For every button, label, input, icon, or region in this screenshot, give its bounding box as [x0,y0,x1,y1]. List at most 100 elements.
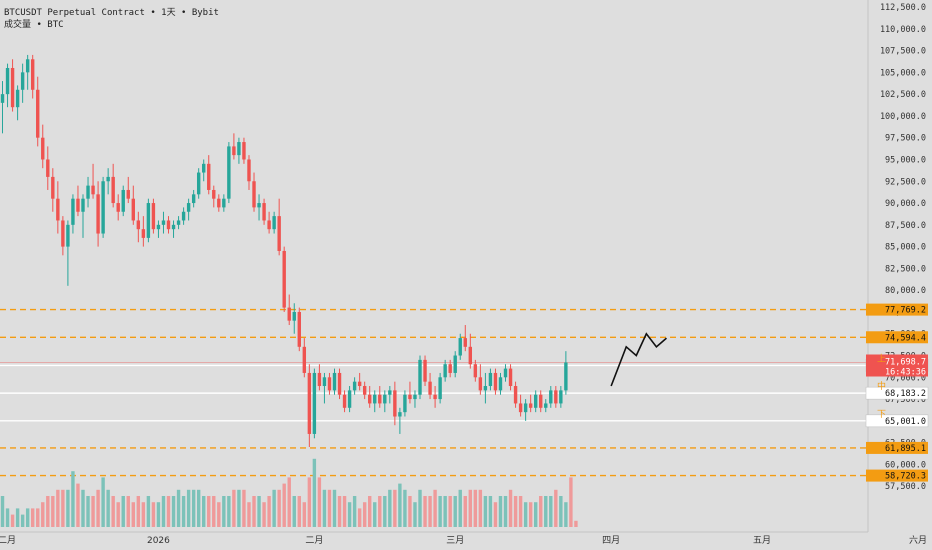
volume-bars [0,458,578,527]
volume-bar [196,489,201,527]
candle-body [51,176,55,199]
candle-body [151,203,156,230]
volume-bar [20,514,25,527]
price-level-label: 74,594.4 [885,333,926,343]
volume-legend: 成交量 • BTC [4,17,64,30]
volume-bar [554,489,558,527]
time-tick-label: 四月 [602,535,620,546]
candle-body [418,359,422,395]
volume-bar [317,477,322,527]
volume-bar [423,496,427,527]
price-level-label: 61,895.1 [885,444,926,454]
volume-bar [478,489,483,527]
candle-body [66,224,70,247]
price-level-badge [866,331,928,344]
candlesticks [0,54,568,448]
volume-bar [307,477,312,527]
candle-body [272,216,276,230]
volume-bar [357,508,362,527]
volume-bar [428,496,432,527]
candle-body [20,72,25,90]
candle-body [433,394,437,400]
volume-bar [559,496,563,527]
candle-body [493,372,498,391]
volume-bar [207,496,211,527]
time-tick-label: 十二月 [0,534,16,546]
candle-body [453,355,457,373]
separator: • [36,20,42,30]
volume-bar [443,496,447,527]
price-tick-label: 102,500.0 [880,90,926,100]
candle-body [549,390,553,404]
candle-body [116,203,120,212]
volume-bar [91,496,95,527]
price-tick-label: 87,500.0 [885,221,926,231]
volume-bar [161,496,166,527]
candle-body [539,394,543,408]
candle-body [357,381,362,387]
volume-bar [362,502,367,527]
candle-body [257,203,261,208]
price-level-badge [865,414,929,428]
candle-body [544,403,548,408]
price-tick-label: 60,000.0 [885,460,926,470]
volume-bar [202,496,206,527]
separator: • [181,8,187,18]
volume-bar [111,496,115,527]
projection-arrow [610,332,667,387]
time-tick-label: 三月 [446,535,464,546]
price-tick-label: 95,000.0 [885,155,926,165]
candle-body [71,198,75,225]
candle-body [393,390,397,417]
volume-bar [347,502,352,527]
price-tick-label: 107,500.0 [880,47,926,57]
volume-bar [267,496,271,527]
candle-body [242,142,246,160]
candle-body [202,163,206,173]
candle-body [161,220,166,225]
volume-bar [413,502,417,527]
candle-body [378,394,382,404]
candle-body [166,220,171,230]
candle-body [141,229,146,238]
candle-body [302,346,307,373]
candle-body [0,94,5,103]
candle-body [458,338,462,356]
volume-bar [212,496,216,527]
volume-bar [533,502,538,527]
volume-label: 成交量 [4,20,32,30]
candle-body [237,142,241,156]
candle-body [252,181,256,208]
candle-body [46,159,50,177]
volume-bar [488,496,493,527]
candle-body [10,67,15,108]
volume-bar [227,496,231,527]
candle-body [222,198,226,208]
volume-bar [81,489,85,527]
price-level-badge [866,441,928,454]
candle-body [136,220,141,230]
volume-bar [282,483,286,527]
time-tick-label: 二月 [305,535,323,546]
candle-body [267,220,271,230]
price-tick-label: 97,500.0 [885,134,926,144]
volume-unit: BTC [47,20,64,30]
candle-body [191,194,196,204]
volume-bar [252,496,256,527]
price-level-label: 58,720.3 [885,472,926,482]
candle-body [171,224,176,230]
volume-bar [66,489,70,527]
volume-bar [544,496,548,527]
volume-bar [373,502,377,527]
candle-body [533,394,538,408]
price-tick-label: 85,000.0 [885,243,926,253]
candle-body [287,307,291,321]
volume-bar [468,489,473,527]
candle-body [508,368,513,387]
level-tag: 中 [877,380,886,392]
volume-bar [247,502,251,527]
price-tick-label: 105,000.0 [880,68,926,78]
volume-bar [403,489,407,527]
candle-body [81,198,85,212]
